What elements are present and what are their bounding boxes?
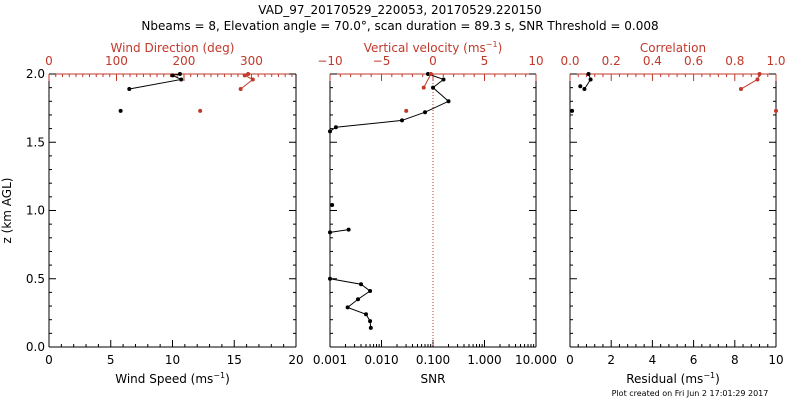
data-point-bottom [170, 73, 175, 78]
top-axis-label: Vertical velocity (ms−1) [364, 40, 503, 55]
x-axis-label: Wind Speed (ms−1) [115, 371, 230, 386]
x-tick-label: 10 [165, 353, 180, 367]
top-axis-label: Correlation [640, 41, 706, 55]
figure-title-line2: Nbeams = 8, Elevation angle = 70.0°, sca… [141, 19, 658, 33]
y-tick-label: 0.0 [26, 340, 45, 354]
top-tick-label: 0.0 [560, 54, 579, 68]
x-tick-label: 2 [607, 353, 615, 367]
series-line-bottom [329, 278, 372, 328]
x-tick-label: 4 [649, 353, 657, 367]
data-point-bottom [426, 72, 431, 76]
data-point-bottom [441, 77, 446, 82]
y-tick-label: 2.0 [26, 67, 45, 81]
x-axis-label: Residual (ms−1) [626, 371, 720, 386]
series-line-top [423, 73, 432, 88]
data-point-bottom [328, 129, 332, 134]
data-point-bottom [423, 110, 428, 115]
data-point-bottom [359, 282, 364, 287]
panel-vertical-velocity: 0.001 0.010 0.100 1.000 10.000 SNR −10 −5 0 5 10 Ve… [313, 40, 557, 386]
data-point-bottom [346, 227, 351, 232]
data-point-bottom [399, 118, 404, 123]
data-point-top [250, 77, 255, 82]
x-tick-label: 6 [690, 353, 698, 367]
data-point-bottom [446, 99, 451, 104]
x-tick-label: 0.001 [313, 353, 347, 367]
top-tick-label: 200 [173, 54, 196, 68]
series-line-bottom [329, 73, 450, 132]
panel-correlation: 0 2 4 6 8 10 Residual (ms−1) 0.0 0.2 0.4 0.6 0.8 1.0… [560, 41, 785, 386]
top-tick-label: 0.6 [684, 54, 703, 68]
data-point-bottom [333, 125, 338, 130]
top-tick-label: 100 [105, 54, 128, 68]
top-axis-label: Wind Direction (deg) [111, 41, 235, 55]
data-point-bottom [177, 72, 182, 76]
top-tick-label: 1.0 [766, 54, 785, 68]
panel-wind: 0.0 0.5 1.0 1.5 2.0 z (km AGL) 0 5 10 15 20 Wind Sp… [0, 41, 304, 386]
y-tick-label: 1.0 [26, 204, 45, 218]
x-axis-label: SNR [421, 372, 446, 386]
y-tick-label: 0.5 [26, 272, 45, 286]
y-axis-label: z (km AGL) [0, 178, 14, 244]
x-tick-label: 8 [731, 353, 739, 367]
data-point-bottom [127, 87, 132, 92]
data-point-bottom [582, 87, 587, 92]
data-point-bottom [570, 108, 575, 113]
series-line-bottom [329, 229, 349, 233]
x-tick-label: 1.000 [467, 353, 501, 367]
data-point-top [242, 73, 247, 78]
data-point-bottom [330, 203, 335, 208]
x-tick-label: 20 [288, 353, 303, 367]
figure-title-line1: VAD_97_20170529_220053, 20170529.220150 [258, 3, 541, 17]
data-point-top [404, 108, 409, 113]
series-line-bottom [584, 73, 592, 90]
data-point-bottom [363, 312, 368, 317]
data-point-bottom [368, 289, 373, 294]
x-tick-label: 5 [107, 353, 115, 367]
data-point-top [238, 87, 243, 92]
y-tick-label: 1.5 [26, 135, 45, 149]
series-line-top [740, 73, 760, 90]
top-tick-label: 0.4 [643, 54, 662, 68]
data-point-bottom [368, 325, 373, 330]
x-tick-label: 0 [45, 353, 53, 367]
data-point-bottom [328, 276, 332, 281]
data-point-bottom [431, 85, 435, 90]
top-tick-label: −10 [317, 54, 342, 68]
data-point-top [428, 72, 433, 76]
x-tick-label: 10 [768, 353, 783, 367]
data-point-bottom [588, 77, 593, 82]
data-point-bottom [578, 84, 583, 89]
top-tick-label: 5 [481, 54, 489, 68]
data-point-bottom [356, 297, 361, 302]
top-tick-label: −5 [373, 54, 391, 68]
data-point-bottom [345, 305, 350, 310]
top-tick-label: 10 [528, 54, 543, 68]
footer-credit: Plot created on Fri Jun 2 17:01:29 2017 [612, 389, 769, 398]
x-tick-label: 10.000 [515, 353, 557, 367]
top-tick-label: 0.2 [602, 54, 621, 68]
top-tick-label: 0.8 [725, 54, 744, 68]
data-point-top [198, 108, 203, 113]
data-point-top [755, 77, 760, 82]
data-point-top [774, 108, 778, 113]
x-tick-label: 0.100 [416, 353, 450, 367]
data-point-bottom [179, 77, 184, 82]
top-tick-label: 0 [45, 54, 53, 68]
x-tick-label: 0.010 [364, 353, 398, 367]
top-tick-label: 0 [429, 54, 437, 68]
data-point-top [738, 87, 743, 92]
data-point-bottom [118, 108, 123, 113]
data-point-bottom [586, 72, 591, 76]
data-point-bottom [368, 319, 373, 324]
series-line-bottom [129, 73, 183, 90]
x-tick-label: 0 [566, 353, 574, 367]
x-tick-label: 15 [227, 353, 242, 367]
data-point-top [421, 85, 426, 90]
top-tick-label: 300 [240, 54, 263, 68]
data-point-top [246, 72, 251, 76]
data-point-top [757, 72, 762, 76]
data-point-bottom [328, 230, 332, 235]
